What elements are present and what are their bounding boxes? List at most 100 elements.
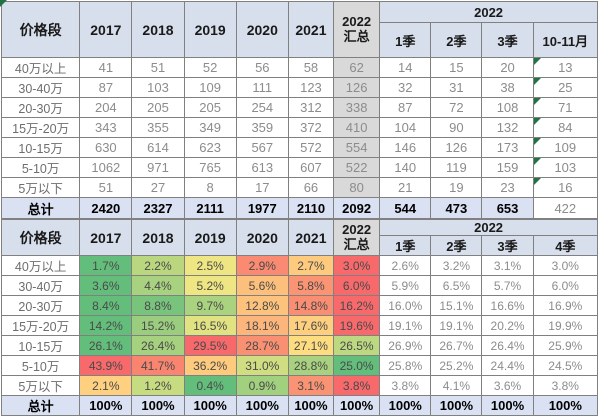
count-cell: 623 <box>183 137 237 158</box>
total-value: 100% <box>481 395 534 416</box>
price-segment-share-heatmap-table: 价格段 2017 2018 2019 2020 2021 2022 汇总 2022 1季 2季 3季 4… <box>0 219 599 416</box>
share-cell: 26.1% <box>79 335 133 356</box>
count-cell: 84 <box>532 117 599 138</box>
share-cell: 2.7% <box>287 255 335 276</box>
flag-triangle-icon <box>534 178 541 185</box>
total-value: 1977 <box>235 197 289 219</box>
count-cell: 607 <box>287 157 335 178</box>
segment-label: 5-10万 <box>0 157 81 178</box>
count-cell: 23 <box>481 177 534 198</box>
count-cell: 58 <box>287 57 335 78</box>
share-cell: 19.1% <box>379 315 432 336</box>
total-value: 544 <box>379 197 432 219</box>
share-cell: 25.9% <box>532 335 599 356</box>
share-cell: 19.9% <box>532 315 599 336</box>
flag-triangle-icon <box>534 58 541 65</box>
price-segment-counts-table: 价格段 2017 2018 2019 2020 2021 2022 汇总 2022 1季 2季 3季 1… <box>0 0 599 219</box>
count-cell: 80 <box>333 177 381 198</box>
share-cell: 26.4% <box>131 335 185 356</box>
total-value: 422 <box>0 0 599 219</box>
count-cell: 572 <box>287 137 335 158</box>
count-cell: 126 <box>430 137 483 158</box>
count-cell: 51 <box>131 57 185 78</box>
segment-label: 10-15万 <box>0 137 81 158</box>
share-cell: 5.2% <box>183 275 237 296</box>
count-cell: 51 <box>79 177 133 198</box>
count-cell: 146 <box>379 137 432 158</box>
share-cell: 17.6% <box>287 315 335 336</box>
count-cell: 17 <box>235 177 289 198</box>
count-cell: 19 <box>430 177 483 198</box>
share-cell: 25.0% <box>333 355 381 376</box>
share-cell: 25.2% <box>430 355 483 376</box>
count-cell: 410 <box>333 117 381 138</box>
count-cell: 554 <box>333 137 381 158</box>
price-segment-column-header: 价格段 <box>0 219 81 256</box>
year-header: 2021 <box>287 219 335 256</box>
total-value: 100% <box>131 395 185 416</box>
count-cell: 25 <box>532 77 599 98</box>
share-cell: 16.5% <box>183 315 237 336</box>
count-cell: 103 <box>532 157 599 178</box>
share-cell: 8.8% <box>131 295 185 316</box>
count-cell: 20 <box>481 57 534 78</box>
period-header: 1季 <box>379 235 432 256</box>
share-cell: 24.5% <box>532 355 599 376</box>
share-cell: 0.4% <box>183 375 237 396</box>
share-cell: 3.0% <box>532 255 599 276</box>
count-cell: 119 <box>430 157 483 178</box>
count-cell: 41 <box>79 57 133 78</box>
count-cell: 522 <box>333 157 381 178</box>
year-header: 2017 <box>79 219 133 256</box>
share-cell: 4.1% <box>430 375 483 396</box>
count-cell: 111 <box>235 77 289 98</box>
total-row-label: 总计 <box>0 395 81 416</box>
count-cell: 71 <box>532 97 599 118</box>
year-header: 2019 <box>183 1 237 58</box>
share-cell: 5.6% <box>235 275 289 296</box>
total-value: 100% <box>379 395 432 416</box>
count-cell: 349 <box>183 117 237 138</box>
count-cell: 32 <box>379 77 432 98</box>
period-header: 3季 <box>481 22 534 58</box>
count-cell: 614 <box>131 137 185 158</box>
flag-triangle-icon <box>534 158 541 165</box>
segment-label: 40万以上 <box>0 57 81 78</box>
share-cell: 24.4% <box>481 355 534 376</box>
count-cell: 16 <box>532 177 599 198</box>
share-cell: 8.4% <box>79 295 133 316</box>
flag-triangle-icon <box>534 138 541 145</box>
share-cell: 43.9% <box>79 355 133 376</box>
total-value: 100% <box>235 395 289 416</box>
share-cell: 16.9% <box>532 295 599 316</box>
share-cell: 14.2% <box>79 315 133 336</box>
share-cell: 2.5% <box>183 255 237 276</box>
count-cell: 205 <box>183 97 237 118</box>
segment-label: 10-15万 <box>0 335 81 356</box>
share-cell: 19.6% <box>333 315 381 336</box>
share-cell: 1.7% <box>79 255 133 276</box>
count-cell: 21 <box>379 177 432 198</box>
total-value: 2110 <box>287 197 335 219</box>
count-cell: 15 <box>430 57 483 78</box>
count-cell: 109 <box>532 137 599 158</box>
count-cell: 108 <box>481 97 534 118</box>
share-cell: 15.1% <box>430 295 483 316</box>
total-value: 473 <box>430 197 483 219</box>
count-cell: 630 <box>79 137 133 158</box>
count-cell: 312 <box>287 97 335 118</box>
count-cell: 971 <box>131 157 185 178</box>
share-cell: 0.9% <box>235 375 289 396</box>
period-header: 3季 <box>481 235 534 256</box>
total-value: 2092 <box>333 197 381 219</box>
share-cell: 12.8% <box>235 295 289 316</box>
count-cell: 123 <box>287 77 335 98</box>
total-value: 100% <box>79 395 133 416</box>
count-cell: 87 <box>79 77 133 98</box>
total-value: 100% <box>430 395 483 416</box>
count-cell: 66 <box>287 177 335 198</box>
total-row-label: 总计 <box>0 197 81 219</box>
segment-label: 15万-20万 <box>0 117 81 138</box>
share-cell: 16.6% <box>481 295 534 316</box>
